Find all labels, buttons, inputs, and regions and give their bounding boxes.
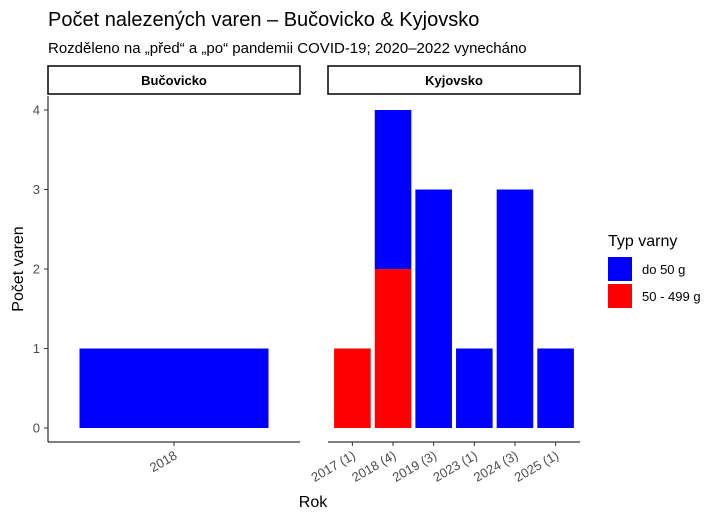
bar-segment	[537, 348, 574, 428]
facet-label: Kyjovsko	[425, 73, 483, 88]
legend: Typ varny do 50 g 50 - 499 g	[608, 233, 701, 308]
facet-label: Bučovicko	[141, 73, 207, 88]
x-tick-label: 2018 (4)	[349, 448, 398, 485]
chart-subtitle: Rozděleno na „před“ a „po“ pandemii COVI…	[48, 40, 527, 57]
legend-swatch	[608, 257, 632, 281]
y-tick-label: 2	[33, 262, 40, 277]
y-tick-label: 1	[33, 341, 40, 356]
panels: Bučovicko 2018 Kyjovsko 2017 (1)2018 (4)201…	[47, 65, 581, 485]
x-tick-label: 2025 (1)	[512, 448, 561, 485]
y-tick-label: 4	[33, 103, 40, 118]
panel-2: Kyjovsko 2017 (1)2018 (4)2019 (3)2023 (1)…	[308, 65, 581, 485]
bar-segment	[496, 189, 534, 428]
chart-title: Počet nalezených varen – Bučovicko & Kyj…	[48, 9, 479, 31]
x-tick-label: 2023 (1)	[430, 448, 479, 485]
facet-strip	[327, 65, 581, 95]
bar-segment	[79, 348, 269, 428]
facet-strip	[47, 65, 301, 95]
x-axis-title: Rok	[299, 494, 328, 511]
bar-segment	[374, 269, 412, 428]
legend-title: Typ varny	[608, 233, 677, 250]
y-tick-label: 0	[33, 421, 40, 436]
bar-segment	[456, 348, 493, 428]
legend-label: do 50 g	[642, 262, 685, 277]
legend-swatch	[608, 284, 632, 308]
y-axis-title: Počet varen	[10, 226, 27, 311]
bar-segment	[334, 348, 371, 428]
x-tick-label: 2017 (1)	[308, 448, 357, 485]
y-axis: 0 1 2 3 4	[33, 96, 49, 442]
bar-segment	[374, 110, 412, 269]
legend-label: 50 - 499 g	[642, 289, 701, 304]
y-tick-label: 3	[33, 182, 40, 197]
x-tick-label: 2024 (3)	[471, 448, 520, 485]
panel-1: Bučovicko 2018	[47, 65, 301, 475]
x-tick-label: 2018	[147, 448, 180, 475]
bar-segment	[415, 189, 452, 428]
x-tick-label: 2019 (3)	[390, 448, 439, 485]
